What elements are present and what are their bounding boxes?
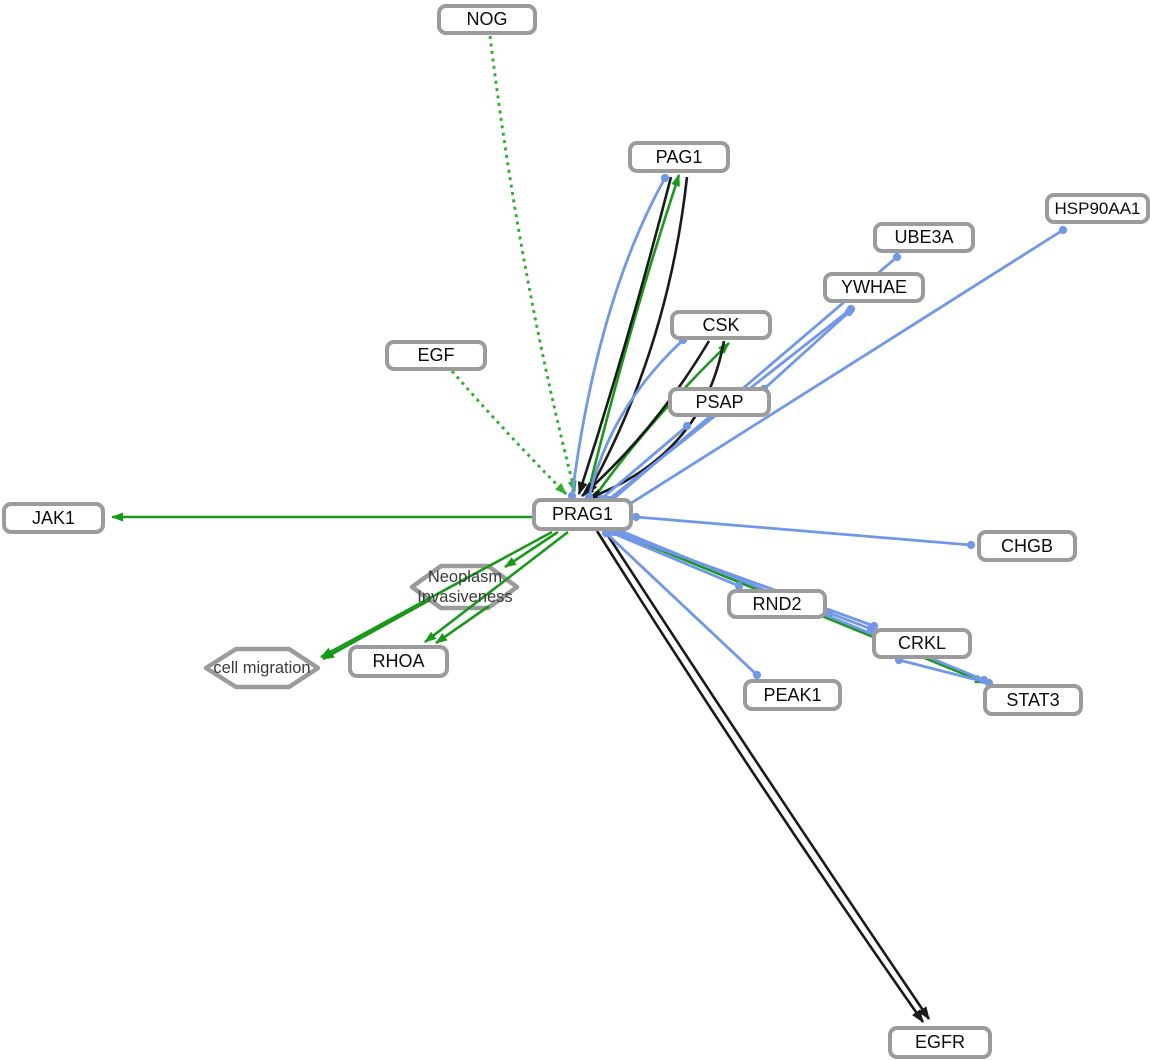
node-PEAK1[interactable]: PEAK1 (743, 679, 842, 711)
node-CRKL[interactable]: CRKL (872, 628, 972, 659)
node-HSP90AA1[interactable]: HSP90AA1 (1045, 193, 1150, 224)
node-CHGB[interactable]: CHGB (977, 530, 1077, 562)
diamond-neoplasm-invasiveness[interactable] (409, 563, 520, 611)
node-label: CRKL (897, 633, 946, 653)
node-PRAG1[interactable]: PRAG1 (532, 498, 633, 531)
node-label: PAG1 (655, 146, 703, 167)
node-STAT3[interactable]: STAT3 (983, 684, 1083, 716)
node-label: RHOA (372, 651, 425, 671)
diamond-cell-migration[interactable] (203, 646, 321, 690)
node-label: CSK (702, 314, 740, 335)
concept-text: Neoplasm Invasiveness (417, 567, 513, 606)
concept-text: cell migration (213, 658, 311, 677)
node-EGF[interactable]: EGF (385, 340, 487, 371)
node-label: EGF (417, 345, 455, 365)
edge-EGF-PRAG1 (450, 370, 568, 496)
edge-neoplasm-RHOA (435, 604, 490, 645)
edge-PSAP-YWHAE (759, 307, 854, 394)
node-label: RND2 (752, 593, 802, 614)
edge-PAG1-PRAG1-a (577, 176, 673, 495)
node-YWHAE[interactable]: YWHAE (823, 272, 925, 303)
node-NOG[interactable]: NOG (437, 4, 537, 35)
node-PSAP[interactable]: PSAP (668, 387, 771, 417)
node-UBE3A[interactable]: UBE3A (873, 222, 975, 253)
edge-PRAG1-HSP90AA1 (620, 225, 1068, 512)
edge-PRAG1-PAG1-blue (567, 173, 670, 501)
node-label: JAK1 (31, 507, 76, 528)
node-label: NOG (466, 9, 508, 29)
node-label: YWHAE (840, 277, 907, 297)
node-EGFR[interactable]: EGFR (888, 1026, 992, 1059)
node-neoplasm-invasiveness-label: Neoplasm Invasiveness (403, 565, 527, 609)
node-RHOA[interactable]: RHOA (348, 645, 449, 678)
node-label: PEAK1 (763, 684, 822, 705)
edge-PRAG1-neoplasm (504, 530, 559, 569)
node-label: PRAG1 (551, 504, 614, 524)
node-PAG1[interactable]: PAG1 (628, 141, 730, 173)
node-label: EGFR (914, 1032, 965, 1052)
node-label: UBE3A (894, 227, 954, 247)
edge-PRAG1-RHOA (424, 530, 569, 644)
edge-PRAG1-CHGB (631, 512, 976, 550)
edge-NOG-PRAG1 (488, 35, 577, 493)
node-CSK[interactable]: CSK (670, 310, 772, 340)
node-JAK1[interactable]: JAK1 (2, 502, 105, 534)
node-label: STAT3 (1006, 689, 1060, 710)
edge-PRAG1-cellmig (320, 530, 553, 659)
edge-neoplasm-cellmig (322, 599, 429, 661)
edge-PRAG1-RND2 (605, 527, 744, 591)
node-cell-migration-label: cell migration (198, 656, 326, 680)
node-label: PSAP (695, 391, 744, 412)
node-label: HSP90AA1 (1054, 198, 1141, 218)
node-label: CHGB (1000, 535, 1053, 556)
node-RND2[interactable]: RND2 (727, 589, 827, 619)
edge-PRAG1-PSAP (596, 421, 692, 504)
